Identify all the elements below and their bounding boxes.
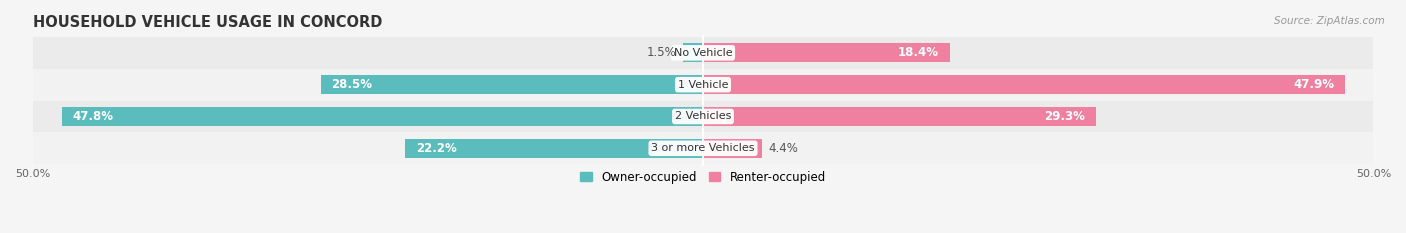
Bar [703,75,1346,94]
Bar [32,69,1374,101]
Bar [683,43,703,62]
Text: 28.5%: 28.5% [332,78,373,91]
Legend: Owner-occupied, Renter-occupied: Owner-occupied, Renter-occupied [575,166,831,188]
Text: 47.9%: 47.9% [1294,78,1334,91]
Text: 22.2%: 22.2% [416,142,457,155]
Bar [703,139,762,158]
Bar [32,101,1374,132]
Text: 18.4%: 18.4% [898,46,939,59]
Text: 3 or more Vehicles: 3 or more Vehicles [651,143,755,153]
Bar [703,43,949,62]
Bar [703,107,1095,126]
Text: 47.8%: 47.8% [73,110,114,123]
Text: No Vehicle: No Vehicle [673,48,733,58]
Text: HOUSEHOLD VEHICLE USAGE IN CONCORD: HOUSEHOLD VEHICLE USAGE IN CONCORD [32,15,382,30]
Bar [62,107,703,126]
Text: 4.4%: 4.4% [769,142,799,155]
Bar [405,139,703,158]
Text: Source: ZipAtlas.com: Source: ZipAtlas.com [1274,16,1385,26]
Bar [32,37,1374,69]
Text: 1.5%: 1.5% [647,46,676,59]
Bar [321,75,703,94]
Text: 1 Vehicle: 1 Vehicle [678,80,728,90]
Text: 29.3%: 29.3% [1045,110,1085,123]
Bar [32,132,1374,164]
Text: 2 Vehicles: 2 Vehicles [675,111,731,121]
